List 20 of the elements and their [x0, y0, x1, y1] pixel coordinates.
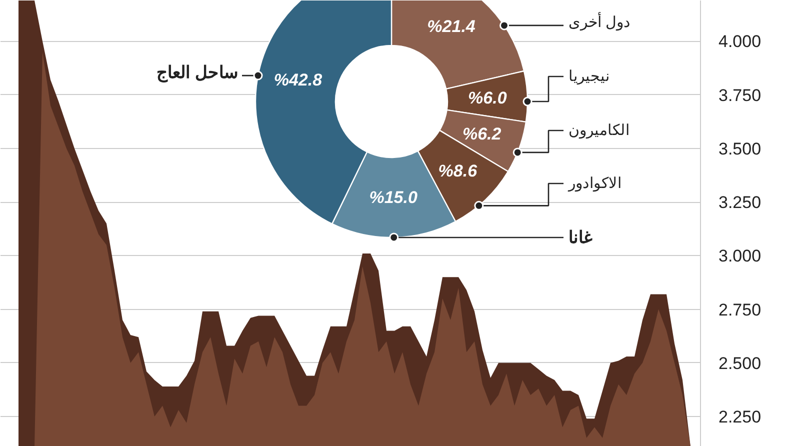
slice-label: الكاميرون [568, 122, 630, 139]
data-label: %6.0 [468, 88, 508, 108]
data-label: %6.2 [462, 124, 502, 144]
slice-label: دول أخرى [568, 12, 631, 31]
data-label: %42.8 [274, 70, 323, 90]
y-tick-label: 2.500 [718, 354, 762, 373]
y-tick-label: 2.250 [718, 407, 762, 426]
slice-label: غانا [568, 228, 592, 247]
slice-label: نيجيريا [568, 68, 610, 85]
y-tick-label: 3.250 [718, 193, 762, 212]
data-label: %8.6 [438, 162, 478, 181]
y-tick-label: 3.000 [718, 246, 762, 266]
y-tick-label: 2.750 [718, 300, 762, 320]
slice-label: ساحل العاج [156, 63, 238, 83]
data-label: %21.4 [427, 16, 476, 36]
y-tick-label: 4.000 [718, 32, 762, 52]
y-tick-label: 3.500 [718, 139, 762, 158]
y-tick-label: 3.750 [718, 86, 762, 105]
slice-label: الاكوادور [568, 175, 622, 192]
data-label: %15.0 [369, 188, 418, 207]
